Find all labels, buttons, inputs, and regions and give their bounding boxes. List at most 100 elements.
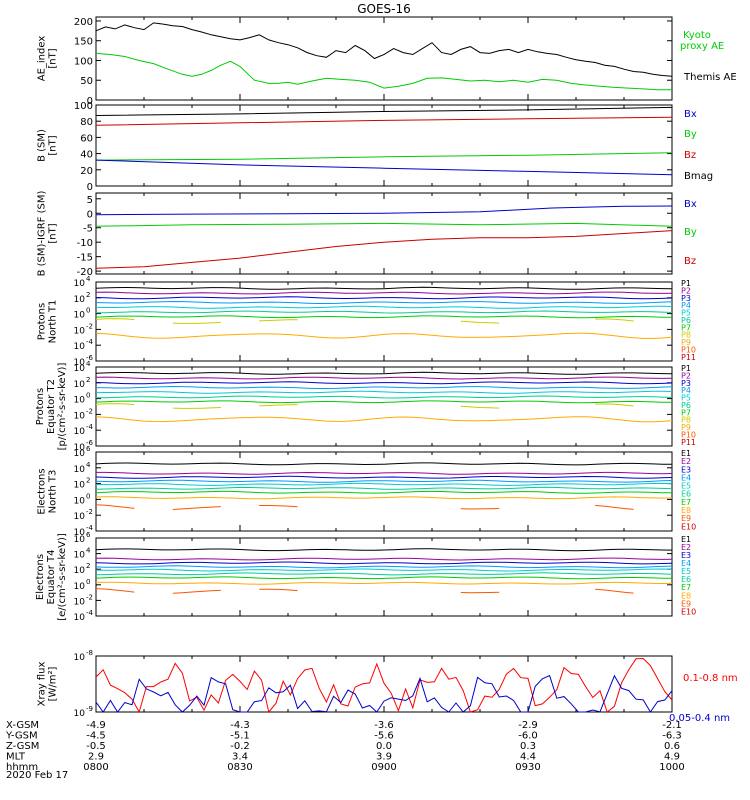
axis-row-value: -6.0	[518, 731, 538, 742]
legend-channel-e9: E9	[681, 514, 691, 523]
legend-channel-p10: P10	[681, 430, 696, 439]
y-tick-label: 10 -9	[74, 705, 93, 719]
channel-line-1	[95, 371, 673, 375]
y-tick-label: 10 -6	[74, 354, 94, 368]
y-tick-label: 10 2	[74, 376, 91, 390]
axis-row-value: 0930	[515, 762, 540, 773]
y-tick-label-base: 10	[74, 465, 86, 475]
series-line-by	[95, 222, 673, 227]
y-axis-label: [p/(cm²-s-sr-keV)]	[57, 363, 68, 451]
y-tick-label-exp: 6	[86, 445, 91, 453]
y-tick-label-base: 10	[74, 653, 86, 663]
axis-row-label-z-gsm: Z-GSM	[6, 741, 39, 752]
axis-row-value: -5.6	[374, 731, 394, 742]
channel-line-2	[95, 291, 673, 295]
axis-row-value: 0.6	[664, 741, 680, 752]
channel-line-8-segment-1	[95, 318, 135, 321]
legend-channel-e2: E2	[681, 457, 691, 466]
legend-channel-p3: P3	[681, 294, 691, 303]
y-tick-label: 0	[87, 182, 93, 193]
channel-line-8-segment-2	[172, 322, 221, 324]
axis-row-value: 2.9	[88, 752, 104, 763]
y-axis-label: North T1	[48, 300, 59, 344]
y-tick-label: 40	[80, 150, 93, 161]
channel-line-6	[95, 486, 673, 490]
y-axis-label: [nT]	[48, 48, 59, 68]
legend-b-by: By	[684, 129, 697, 140]
y-tick-label: 10 2	[74, 562, 91, 576]
legend-channel-e3: E3	[681, 465, 691, 474]
legend-channel-e4: E4	[681, 473, 691, 482]
legend-xray-short: 0.05-0.4 nm	[669, 713, 730, 724]
series-line-by	[95, 152, 673, 161]
axis-row-value: -6.3	[662, 731, 682, 742]
axis-row-label-x-gsm: X-GSM	[6, 720, 39, 731]
legend-channel-p6: P6	[681, 401, 691, 410]
y-tick-label-exp: -8	[86, 649, 93, 657]
legend-b-bx: Bx	[684, 109, 697, 120]
y-axis-label: Electrons	[35, 554, 46, 600]
legend-channel-e10: E10	[681, 522, 696, 531]
legend-channel-p5: P5	[681, 309, 691, 318]
legend-channel-e6: E6	[681, 575, 691, 584]
y-tick-label-base: 10	[74, 358, 86, 368]
y-tick-label: 80	[80, 117, 93, 128]
legend-channel-p8: P8	[681, 331, 691, 340]
y-tick-label-base: 10	[74, 326, 86, 336]
y-axis-label: B (SM)-IGRF (SM)	[37, 191, 48, 277]
legend-channel-e4: E4	[681, 559, 691, 568]
channel-line-7	[95, 576, 673, 580]
y-axis-label: [nT]	[48, 135, 59, 155]
axis-row-value: -4.9	[86, 720, 106, 731]
legend-channel-p1: P1	[681, 279, 691, 288]
legend-b-bmag: Bmag	[684, 171, 713, 182]
legend-channel-p9: P9	[681, 338, 691, 347]
y-tick-label-base: 10	[74, 528, 86, 538]
y-tick-label: 5	[87, 195, 93, 206]
y-tick-label-exp: -2	[86, 593, 93, 601]
y-tick-label-exp: -2	[86, 407, 93, 415]
y-axis-label: [e/(cm²-s-sr-keV)]	[57, 533, 68, 621]
legend-b-bz: Bz	[684, 150, 696, 161]
y-tick-label: 100	[74, 56, 93, 67]
xray-long-line	[95, 657, 673, 714]
legend-channel-p11: P11	[681, 353, 696, 362]
legend-db-bx: Bx	[684, 199, 697, 210]
channel-line-2	[95, 557, 673, 561]
legend-kyoto-1: Kyoto	[683, 30, 711, 41]
y-tick-label: 0	[87, 96, 93, 107]
y-tick-label-exp: 0	[86, 307, 90, 315]
legend-channel-p11: P11	[681, 438, 696, 447]
y-tick-label-exp: 4	[86, 275, 91, 283]
legend-channel-e7: E7	[681, 498, 691, 507]
series-line-bmag	[95, 106, 673, 116]
channel-line-4	[95, 565, 673, 569]
channel-line-9-segment-4	[460, 591, 500, 594]
y-tick-label-base: 10	[74, 613, 86, 623]
legend-channel-p7: P7	[681, 408, 691, 417]
y-tick-label-base: 10	[74, 709, 86, 719]
y-tick-label-exp: -4	[86, 524, 94, 532]
channel-line-9-segment-2	[172, 506, 221, 510]
channel-line-8	[95, 581, 673, 585]
legend-channel-e1: E1	[681, 449, 691, 458]
y-tick-label-base: 10	[74, 582, 86, 592]
axis-row-value: 1000	[659, 762, 684, 773]
y-tick-label-base: 10	[74, 279, 86, 289]
axis-row-value: -4.5	[86, 731, 106, 742]
channel-line-4	[95, 479, 673, 483]
channel-line-9	[95, 332, 673, 339]
y-tick-label-exp: 6	[86, 531, 91, 539]
legend-xray-long: 0.1-0.8 nm	[683, 673, 738, 684]
channel-line-8-segment-3	[259, 404, 298, 407]
y-tick-label: 10 4	[74, 275, 91, 289]
y-tick-label-base: 10	[74, 449, 86, 459]
y-tick-label: 10 2	[74, 291, 91, 305]
channel-line-9-segment-5	[595, 588, 634, 594]
y-axis-label: Equator T2	[46, 379, 57, 434]
channel-line-4	[95, 385, 673, 389]
